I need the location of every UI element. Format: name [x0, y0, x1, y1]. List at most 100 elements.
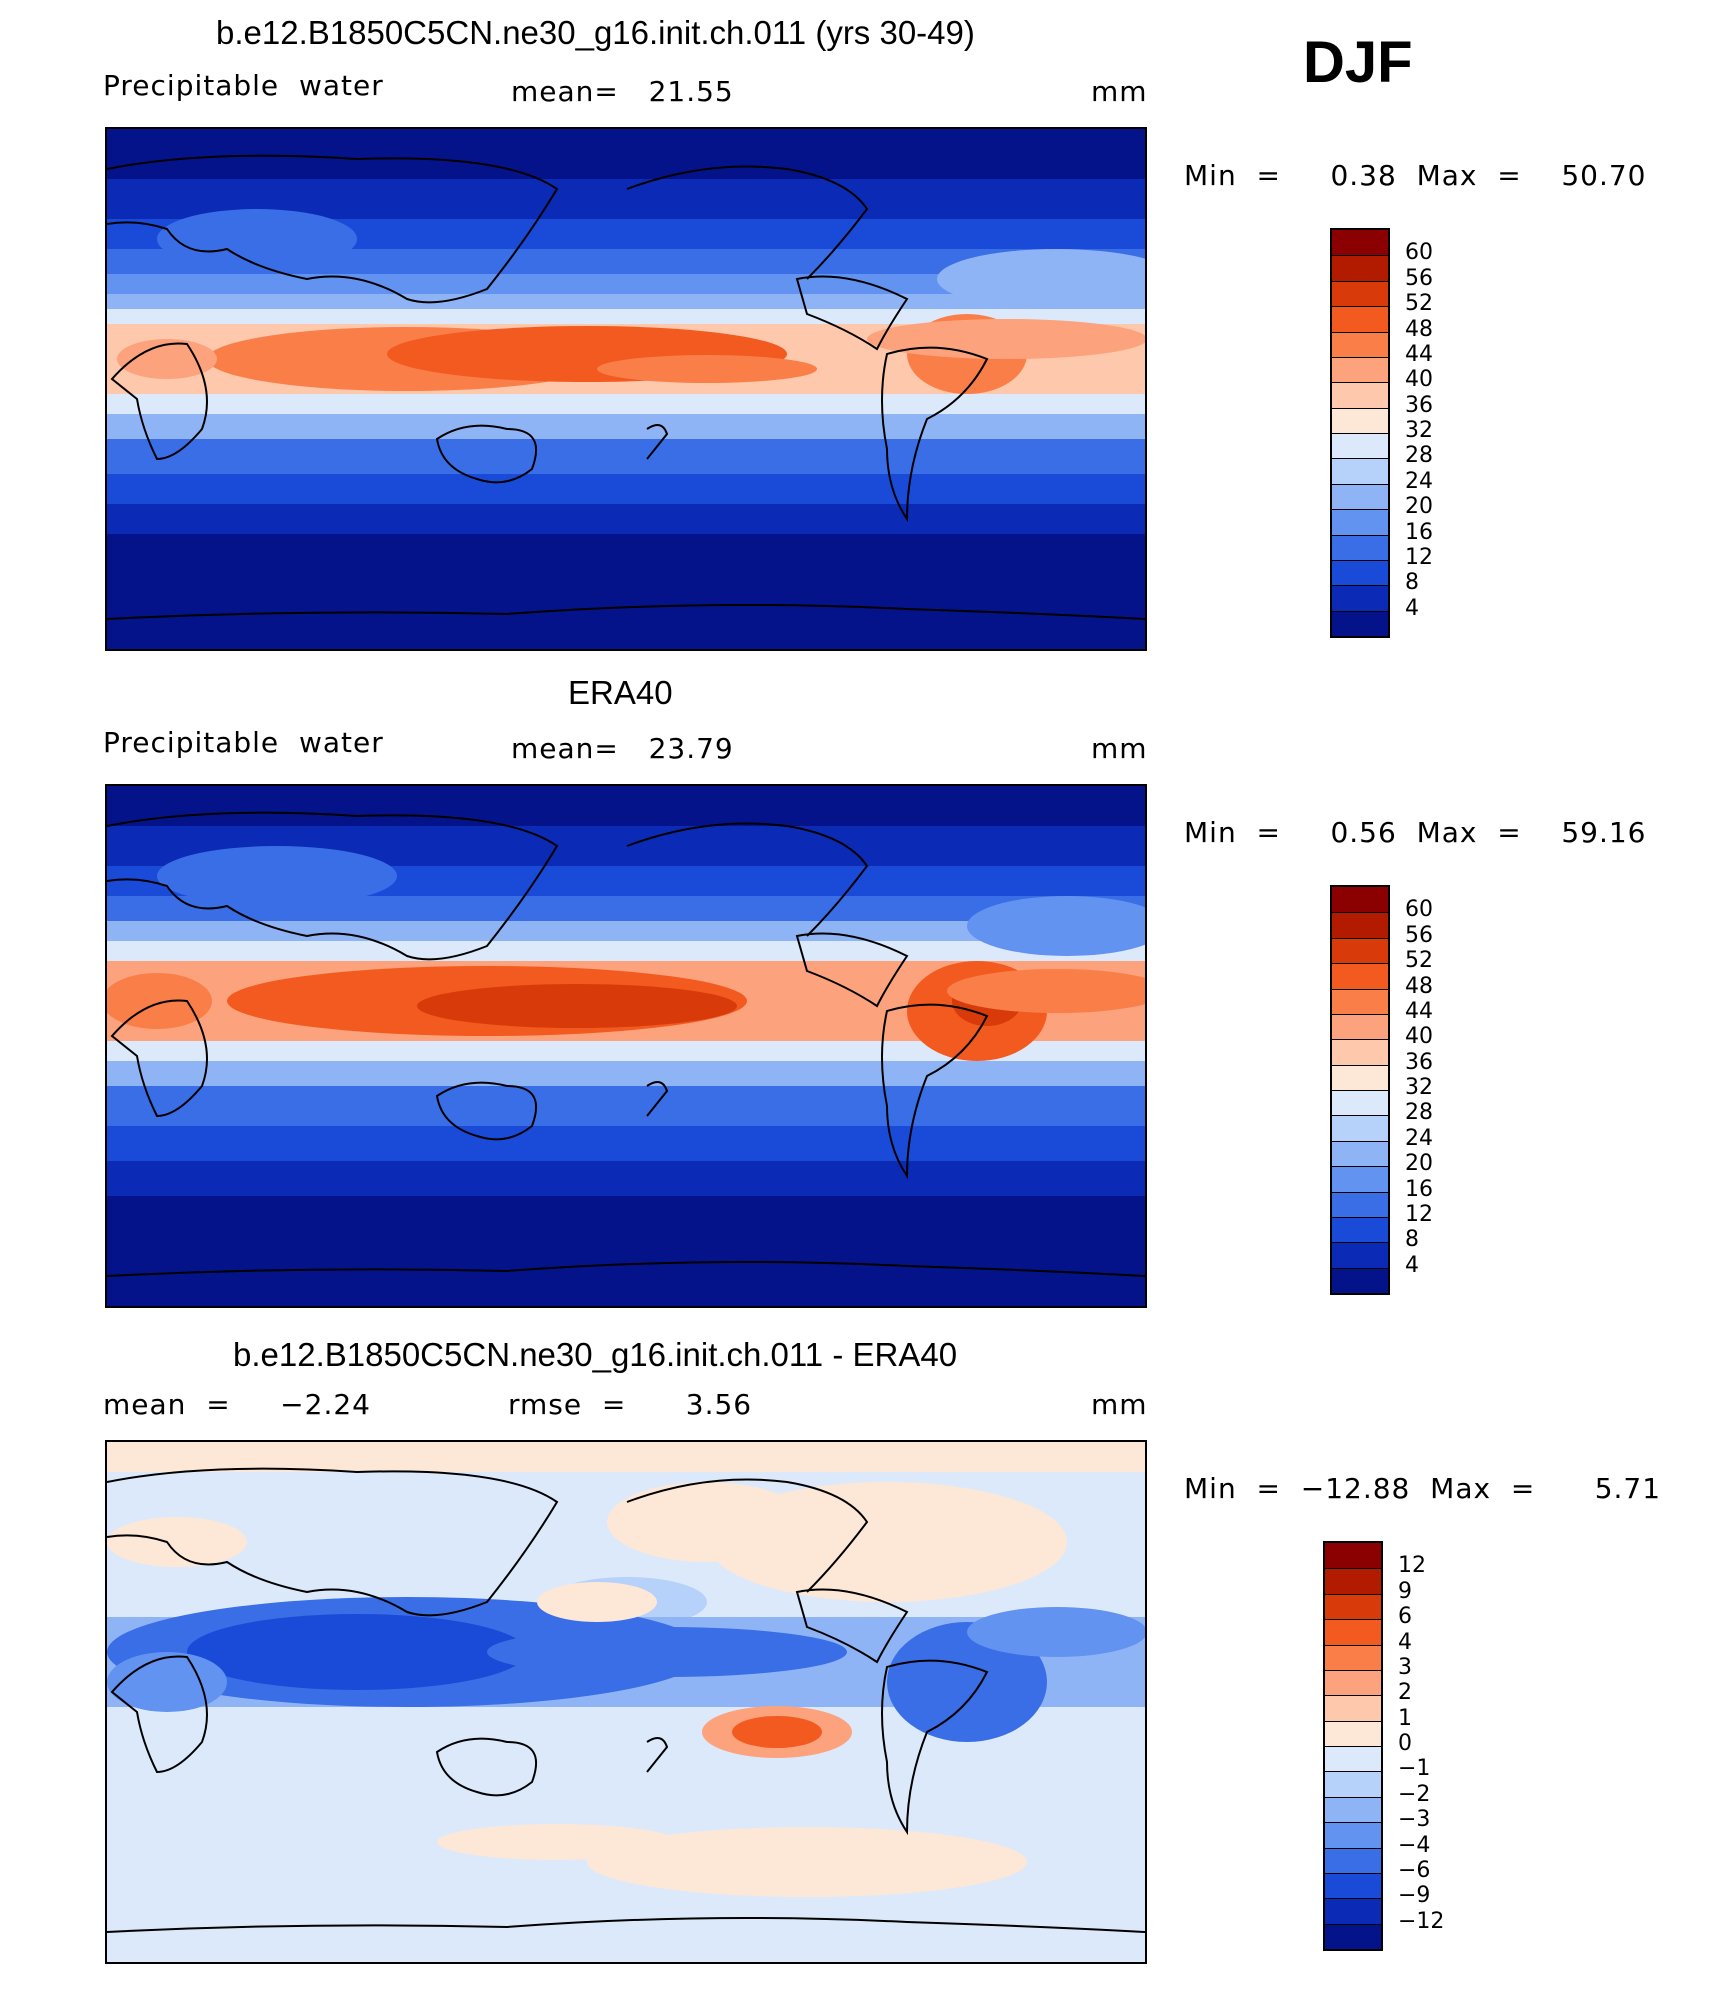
colorbar-tick-label: −6: [1398, 1857, 1431, 1883]
colorbar-segment: [1332, 255, 1388, 281]
colorbar-segment: [1332, 1039, 1388, 1065]
panel-3-units: mm: [1091, 1388, 1148, 1421]
colorbar-tick-label: 4: [1405, 595, 1419, 621]
colorbar-segment: [1332, 331, 1388, 357]
colorbar-tick-label: 6: [1398, 1604, 1412, 1630]
colorbar-tick-label: 8: [1405, 570, 1419, 596]
colorbar-tick-label: 20: [1405, 1151, 1433, 1177]
colorbar-tick-label: −12: [1398, 1908, 1445, 1934]
panel-1-minmax: Min = 0.38 Max = 50.70: [1184, 159, 1647, 192]
panel-3-mean: mean = −2.24: [103, 1388, 371, 1421]
colorbar-tick-label: 1: [1398, 1705, 1412, 1731]
colorbar-segment: [1325, 1746, 1381, 1772]
colorbar-segment: [1332, 407, 1388, 433]
colorbar-segment: [1325, 1720, 1381, 1746]
colorbar-segment: [1332, 1242, 1388, 1268]
panel-3-minmax: Min = −12.88 Max = 5.71: [1184, 1472, 1662, 1505]
colorbar-tick-label: 56: [1405, 265, 1433, 291]
colorbar-tick-label: 32: [1405, 418, 1433, 443]
colorbar-tick-label: 24: [1405, 468, 1433, 494]
colorbar-segment: [1325, 1847, 1381, 1873]
panel-2-colorbar: [1330, 885, 1390, 1295]
colorbar-segment: [1332, 458, 1388, 484]
colorbar-tick-label: 2: [1398, 1680, 1412, 1706]
colorbar-tick-label: 40: [1405, 1024, 1433, 1050]
colorbar-tick-label: 56: [1405, 922, 1433, 948]
colorbar-segment: [1332, 509, 1388, 535]
panel-2-map: [105, 784, 1147, 1308]
colorbar-segment: [1325, 1619, 1381, 1645]
colorbar-segment: [1332, 230, 1388, 256]
panel-2-mean: mean= 23.79: [511, 732, 734, 765]
colorbar-tick-label: 9: [1398, 1578, 1412, 1604]
colorbar-segment: [1325, 1568, 1381, 1594]
colorbar-tick-label: 0: [1398, 1731, 1412, 1756]
colorbar-tick-label: 28: [1405, 1100, 1433, 1126]
colorbar-tick-label: −4: [1398, 1832, 1431, 1858]
colorbar-segment: [1332, 887, 1388, 913]
colorbar-segment: [1325, 1822, 1381, 1848]
colorbar-tick-label: −2: [1398, 1781, 1431, 1807]
colorbar-segment: [1332, 1064, 1388, 1090]
colorbar-segment: [1325, 1771, 1381, 1797]
colorbar-tick-label: 52: [1405, 291, 1433, 317]
colorbar-segment: [1332, 937, 1388, 964]
colorbar-segment: [1325, 1898, 1381, 1924]
panel-1-colorbar: [1330, 228, 1390, 638]
colorbar-tick-label: 16: [1405, 519, 1433, 545]
colorbar-tick-label: 3: [1398, 1654, 1412, 1680]
colorbar-segment: [1332, 280, 1388, 307]
colorbar-tick-label: −1: [1398, 1756, 1431, 1782]
colorbar-tick-label: 52: [1405, 948, 1433, 974]
panel-1-units: mm: [1091, 75, 1148, 108]
panel-3-rmse: rmse = 3.56: [508, 1388, 753, 1421]
colorbar-segment: [1332, 559, 1388, 586]
colorbar-tick-label: 36: [1405, 392, 1433, 418]
panel-3-title: b.e12.B1850C5CN.ne30_g16.init.ch.011 - E…: [233, 1336, 958, 1373]
colorbar-segment: [1332, 585, 1388, 611]
colorbar-segment: [1332, 1216, 1388, 1243]
colorbar-segment: [1332, 912, 1388, 938]
colorbar-segment: [1325, 1695, 1381, 1721]
panel-2-title: ERA40: [568, 674, 673, 711]
colorbar-tick-label: 44: [1405, 341, 1433, 367]
colorbar-tick-label: 16: [1405, 1176, 1433, 1202]
colorbar-segment: [1332, 1267, 1388, 1293]
colorbar-segment: [1332, 1115, 1388, 1141]
colorbar-tick-label: 60: [1405, 897, 1433, 923]
colorbar-tick-label: 60: [1405, 240, 1433, 266]
colorbar-tick-label: 44: [1405, 998, 1433, 1024]
colorbar-segment: [1332, 306, 1388, 332]
colorbar-segment: [1325, 1543, 1381, 1569]
colorbar-segment: [1325, 1593, 1381, 1620]
panel-2-minmax: Min = 0.56 Max = 59.16: [1184, 816, 1647, 849]
colorbar-segment: [1332, 1140, 1388, 1167]
colorbar-tick-label: 48: [1405, 973, 1433, 999]
colorbar-tick-label: 24: [1405, 1125, 1433, 1151]
colorbar-segment: [1325, 1644, 1381, 1670]
colorbar-tick-label: 40: [1405, 367, 1433, 393]
colorbar-segment: [1332, 356, 1388, 383]
panel-3-map: [105, 1440, 1147, 1964]
colorbar-tick-label: 28: [1405, 443, 1433, 469]
panel-1-map: [105, 127, 1147, 651]
colorbar-tick-label: 20: [1405, 494, 1433, 520]
colorbar-segment: [1332, 988, 1388, 1014]
colorbar-segment: [1332, 1166, 1388, 1192]
panel-1-mean: mean= 21.55: [511, 75, 734, 108]
colorbar-segment: [1325, 1796, 1381, 1823]
panel-2-variable-label: Precipitable water: [103, 726, 384, 759]
colorbar-tick-label: 12: [1405, 544, 1433, 570]
colorbar-segment: [1332, 963, 1388, 989]
colorbar-segment: [1325, 1872, 1381, 1899]
season-label: DJF: [1303, 30, 1413, 95]
colorbar-segment: [1332, 433, 1388, 459]
colorbar-tick-label: 12: [1398, 1553, 1426, 1579]
colorbar-segment: [1332, 483, 1388, 510]
colorbar-segment: [1332, 1191, 1388, 1217]
colorbar-tick-label: 48: [1405, 316, 1433, 342]
colorbar-tick-label: 36: [1405, 1049, 1433, 1075]
colorbar-segment: [1332, 1090, 1388, 1116]
panel-1-title: b.e12.B1850C5CN.ne30_g16.init.ch.011 (yr…: [216, 14, 975, 51]
colorbar-segment: [1332, 1013, 1388, 1040]
